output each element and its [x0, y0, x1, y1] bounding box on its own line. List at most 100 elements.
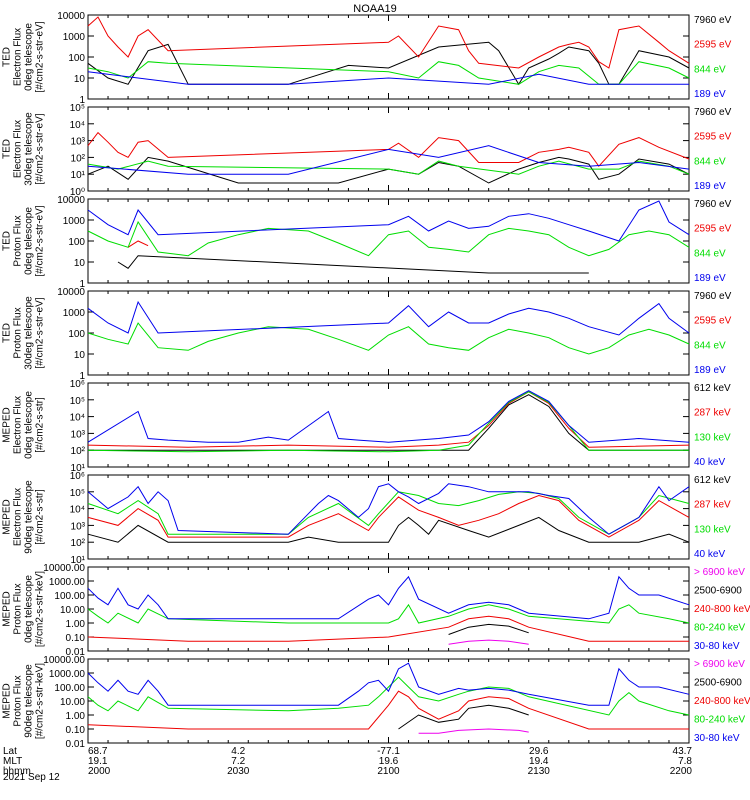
y-axis-label-line: [#/cm2-s-str-eV] [35, 205, 46, 276]
y-tick-label: 10⁶ [70, 379, 85, 390]
y-axis-label-line: Proton Flux [13, 675, 24, 726]
y-axis-label-line: MEPED [2, 683, 13, 719]
series-black [87, 41, 690, 86]
y-tick-label: 10² [71, 538, 86, 549]
legend-entry: 30-80 keV [694, 733, 740, 744]
y-tick-label: 10⁵ [70, 103, 85, 114]
y-tick-label: 100 [68, 329, 85, 340]
y-axis-label-line: TED [2, 231, 13, 251]
y-tick-label: 1000 [63, 216, 86, 227]
y-tick-label: 10000 [57, 11, 85, 22]
footer-row-label: hhmm [3, 766, 31, 777]
y-tick-label: 10² [71, 153, 86, 164]
y-axis-label-line: MEPED [2, 499, 13, 535]
y-tick-label: 1 [79, 371, 85, 382]
legend-entry: 189 eV [694, 273, 726, 284]
y-tick-label: 1.00 [66, 619, 86, 630]
legend-entry: 2500-6900 [694, 586, 742, 597]
legend-entry: 7960 eV [694, 199, 732, 210]
series-blue [87, 300, 690, 336]
y-axis-label-line: Proton Flux [13, 583, 24, 634]
series-magenta [418, 728, 529, 734]
y-axis-label-line: TED [2, 47, 13, 67]
legend-entry: 612 keV [694, 383, 731, 394]
series-blue [87, 200, 690, 242]
footer-value: 2100 [377, 766, 400, 777]
y-tick-label: 1000 [63, 308, 86, 319]
y-axis-label-line: 0deg telescope [24, 207, 35, 275]
panel-2: 10⁰ 10¹ 10² 10³ 10⁴ 10⁵ TEDElectron Flux30deg … [2, 103, 732, 198]
y-tick-label: 10⁴ [70, 505, 85, 516]
y-tick-label: 1.00 [66, 711, 86, 722]
legend-entry: > 6900 keV [694, 659, 745, 670]
series-black [448, 623, 529, 635]
y-tick-label: 10000 [57, 287, 85, 298]
series-blue [87, 662, 690, 706]
y-axis-label-line: 30deg telescope [24, 296, 35, 370]
footer-row-label: MLT [3, 756, 22, 767]
y-axis-label-line: Proton Flux [13, 307, 24, 358]
legend-entry: 80-240 keV [694, 715, 745, 726]
legend-entry: 2500-6900 [694, 678, 742, 689]
series-black [117, 255, 589, 274]
y-tick-label: 100 [68, 237, 85, 248]
panel-frame [87, 382, 690, 468]
y-axis-label: TEDElectron Flux0deg telescope[#/cm2-s-s… [2, 21, 46, 92]
legend-entry: 30-80 keV [694, 641, 740, 652]
series-magenta [448, 639, 529, 645]
y-axis-label-line: Electron Flux [13, 120, 24, 178]
y-tick-label: 100 [68, 53, 85, 64]
y-axis-label-line: TED [2, 139, 13, 159]
series-red [87, 131, 690, 167]
y-axis-label: MEPEDElectron Flux0deg telescope[#/cm2-s… [2, 391, 46, 459]
series-blue [87, 145, 690, 175]
y-tick-label: 10⁶ [70, 471, 85, 482]
y-tick-label: 10⁴ [70, 413, 85, 424]
y-tick-label: 10⁰ [70, 187, 85, 198]
y-axis-label-line: Electron Flux [13, 488, 24, 546]
series-red [127, 240, 149, 248]
y-tick-label: 10¹ [71, 463, 86, 474]
y-tick-label: 10² [71, 446, 86, 457]
series-red [87, 16, 690, 69]
panel-8: 0.010.101.0010.00100.001000.0010000.00ME… [2, 655, 750, 750]
footer-value: 2130 [528, 766, 551, 777]
y-tick-label: 0.10 [66, 725, 86, 736]
panel-frame [87, 474, 690, 560]
legend-entry: 7960 eV [694, 107, 732, 118]
y-axis-label-line: [#/cm2-s-str] [35, 397, 46, 453]
y-axis-label: MEPEDProton Flux0deg telescope[#/cm2-s-s… [2, 571, 46, 647]
panel-7: 0.010.101.0010.00100.001000.0010000.00ME… [2, 563, 750, 658]
legend-entry: 2595 eV [694, 316, 732, 327]
series-green [87, 603, 690, 624]
y-axis-label-line: [#/cm2-s-str-eV] [35, 113, 46, 184]
footer-value: 2000 [88, 766, 111, 777]
footer-value: 29.6 [529, 746, 549, 757]
series-red [87, 690, 689, 730]
series-green [87, 391, 689, 453]
panel-frame [87, 198, 690, 284]
y-tick-label: 10³ [71, 521, 86, 532]
y-axis-label-line: [#/cm2-s-str-eV] [35, 297, 46, 368]
series-blue [87, 71, 689, 85]
y-tick-label: 0.10 [66, 633, 86, 644]
legend-entry: 7960 eV [694, 291, 732, 302]
y-tick-label: 10³ [71, 429, 86, 440]
legend-entry: 2595 eV [694, 224, 732, 235]
footer-value: 7.8 [678, 756, 692, 767]
legend-entry: 40 keV [694, 457, 725, 468]
legend-entry: 80-240 keV [694, 623, 745, 634]
series-black [87, 516, 690, 543]
y-axis-label-line: 30deg telescope [24, 112, 35, 186]
series-blue [87, 575, 690, 620]
panel-frame [87, 658, 690, 744]
y-tick-label: 10¹ [71, 555, 86, 566]
series-red [87, 391, 690, 448]
y-tick-label: 10000.00 [43, 655, 85, 666]
y-tick-label: 10¹ [71, 170, 86, 181]
y-tick-label: 0.01 [66, 647, 86, 658]
series-black [398, 704, 529, 730]
legend-entry: 189 eV [694, 89, 726, 100]
y-axis-label-line: 90deg telescope [24, 480, 35, 554]
